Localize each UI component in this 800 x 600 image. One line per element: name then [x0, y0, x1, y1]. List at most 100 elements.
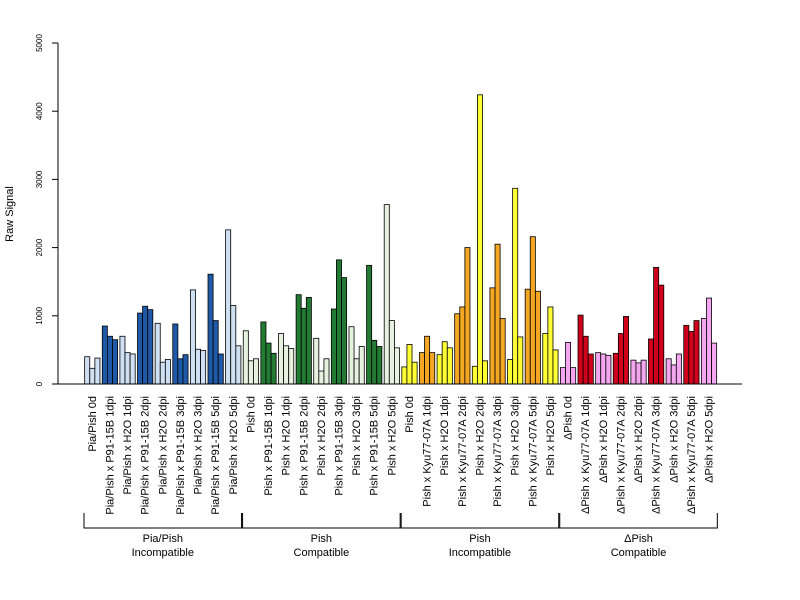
bar: [623, 316, 629, 385]
x-tick-label: ΔPish x H2O 2dpi: [633, 396, 645, 483]
bar: [612, 352, 619, 385]
bar: [494, 243, 501, 385]
bar: [630, 359, 637, 385]
bar: [688, 331, 695, 385]
bar: [247, 360, 254, 385]
bar: [330, 308, 337, 385]
bar: [419, 352, 425, 385]
bar: [172, 323, 179, 385]
bar: [388, 320, 395, 385]
x-tick-label: ΔPish x Kyu77-07A 1dpi: [580, 396, 592, 514]
bar: [570, 367, 577, 385]
bar: [542, 333, 549, 385]
x-tick-label: Pish 0d: [245, 396, 257, 433]
group-sublabel: Incompatible: [132, 547, 194, 559]
bar: [147, 309, 154, 385]
bar: [482, 360, 488, 385]
group-label: ΔPish: [624, 533, 653, 545]
bar: [605, 354, 612, 385]
group-sublabel: Compatible: [611, 547, 667, 559]
bar: [101, 325, 108, 385]
x-tick-label: Pish x H2O 2dpi: [474, 396, 486, 475]
bar: [283, 345, 290, 385]
bar: [471, 365, 478, 385]
x-tick-label: Pish x Kyu77-07A 5dpi: [527, 396, 539, 507]
y-tick-label: 4000: [35, 102, 44, 120]
bar: [84, 356, 91, 385]
bar: [547, 306, 554, 385]
bar: [476, 94, 483, 385]
bar: [429, 352, 436, 385]
bar: [675, 353, 682, 385]
bar: [305, 296, 312, 385]
bar: [459, 306, 466, 385]
bar: [270, 352, 277, 385]
bar: [348, 326, 355, 385]
x-tick-label: Pish x P91-15B 3dpi: [333, 396, 345, 496]
bar: [230, 305, 237, 385]
bar: [154, 322, 161, 385]
x-tick-label: Pia/Pish x H2O 5dpi: [228, 396, 240, 494]
group-brackets: Pia/Pish Incompatible Pish Compatible Pish In…: [83, 513, 718, 559]
x-tick-label: Pia/Pish x H2O 3dpi: [193, 396, 205, 494]
bar: [336, 259, 342, 385]
bar: [189, 289, 196, 385]
bar: [200, 350, 207, 385]
group-label: Pish: [311, 533, 332, 545]
y-axis: 0 1000 2000 3000 4000 5000: [35, 34, 59, 386]
bar: [670, 364, 677, 385]
bar: [489, 287, 496, 385]
x-tick-label: Pish x Kyu77-07A 2dpi: [457, 396, 469, 507]
bar: [512, 187, 519, 385]
x-tick-label: Pish 0d: [404, 396, 416, 433]
bar: [524, 288, 531, 385]
group-label: Pish: [469, 533, 490, 545]
group-label: Pia/Pish: [143, 533, 183, 545]
x-tick-label: Pish x H2O 5dpi: [386, 396, 398, 475]
bar: [683, 324, 690, 385]
bar: [323, 358, 330, 385]
bar: [393, 347, 400, 385]
bar: [300, 307, 307, 385]
bar: [376, 346, 383, 385]
bar: [253, 358, 259, 385]
y-tick-label: 2000: [35, 238, 44, 256]
bar: [341, 277, 348, 385]
y-tick-label: 1000: [35, 306, 44, 324]
bar: [159, 361, 166, 385]
x-tick-label: Pish x Kyu77-07A 3dpi: [492, 396, 504, 507]
bar: [658, 284, 665, 385]
bar: [587, 353, 594, 385]
x-tick-label: Pia/Pish x H2O 1dpi: [122, 396, 134, 494]
x-tick-label: ΔPish x Kyu77-07A 5dpi: [686, 396, 698, 514]
bar: [617, 333, 624, 385]
bar: [235, 345, 242, 385]
x-tick-labels: Pia/Pish 0d Pia/Pish x P91-15B 1dpi Pia/Pi…: [87, 396, 716, 515]
group-bracket: [83, 513, 243, 529]
bar: [119, 335, 126, 385]
x-tick-label: ΔPish x Kyu77-07A 2dpi: [615, 396, 627, 514]
bar: [565, 341, 571, 385]
bar: [195, 348, 201, 385]
group-bracket: [400, 513, 560, 529]
bar: [295, 294, 302, 385]
bars: [84, 94, 718, 385]
x-tick-label: Pia/Pish x H2O 2dpi: [157, 396, 169, 494]
bar: [600, 353, 607, 385]
x-tick-label: Pish x Kyu77-07A 1dpi: [422, 396, 434, 507]
bar: [366, 264, 373, 385]
x-tick-label: Pish x H2O 3dpi: [510, 396, 522, 475]
bar: [464, 247, 471, 385]
x-tick-label: Pia/Pish x P91-15B 2dpi: [140, 396, 152, 515]
bar: [217, 353, 224, 385]
x-tick-label: Pia/Pish 0d: [87, 396, 99, 452]
bar: [665, 358, 672, 385]
bar: [313, 337, 320, 385]
bar: [411, 361, 418, 385]
x-tick-label: ΔPish x H2O 5dpi: [704, 396, 716, 483]
bar: [436, 354, 443, 385]
x-tick-label: Pish x H2O 2dpi: [316, 396, 328, 475]
bar: [706, 297, 712, 385]
group-sublabel: Compatible: [294, 547, 350, 559]
x-tick-label: ΔPish x H2O 1dpi: [598, 396, 610, 483]
